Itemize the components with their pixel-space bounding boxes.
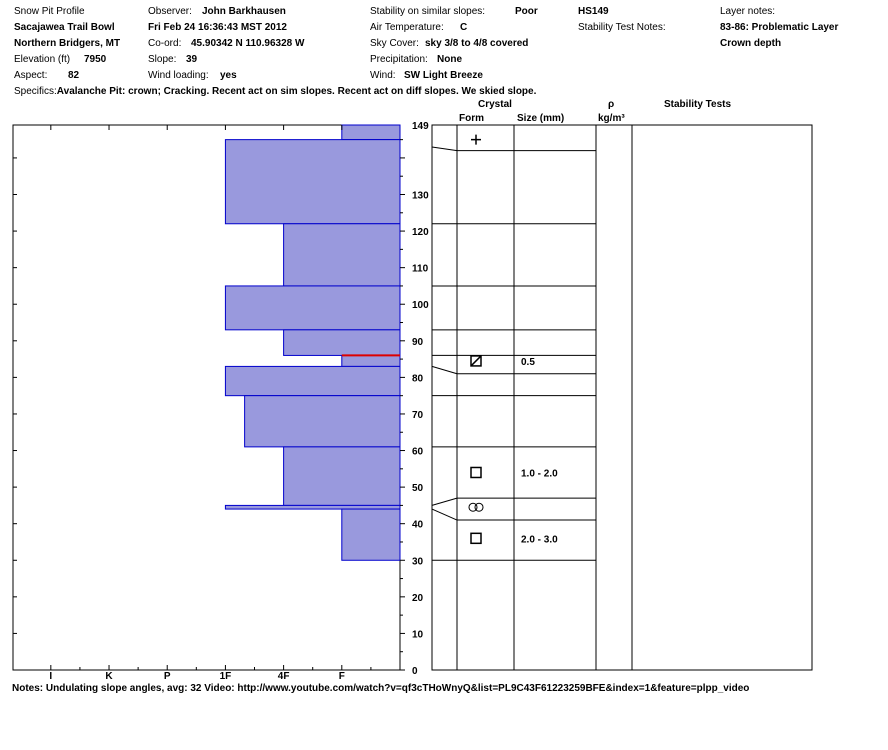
boundary-connector-5 (431, 365, 458, 375)
height-label-130: 130 (412, 190, 429, 201)
crystal-row-4: 2.0 - 3.0 (470, 532, 558, 545)
height-label-10: 10 (412, 629, 424, 640)
height-label-top: 149 (412, 121, 429, 132)
stability-tests-heading: Stability Tests (664, 99, 732, 110)
stability-value: Poor (515, 6, 538, 17)
crystal-size-label: 2.0 - 3.0 (521, 534, 558, 545)
crystal-square-icon (470, 466, 482, 479)
layer-note-2: Crown depth (720, 38, 782, 49)
hardness-layer-1 (224, 139, 401, 225)
crystal-square-icon (470, 355, 482, 367)
hardness-label-K: K (105, 671, 113, 682)
height-label-110: 110 (412, 264, 429, 275)
height-label-60: 60 (412, 447, 424, 458)
specifics-line: Specifics:Avalanche Pit: crown; Cracking… (14, 86, 536, 98)
layer-boundary-8 (431, 497, 596, 506)
crystal-size-label: 0.5 (521, 357, 535, 368)
density-unit-heading: kg/m³ (598, 113, 625, 124)
slope-label: Slope: (148, 54, 177, 65)
layer-boundary-5 (431, 365, 596, 375)
sky-label: Sky Cover: (370, 38, 419, 49)
air-temp-label: Air Temperature: (370, 22, 444, 33)
height-label-70: 70 (412, 410, 424, 421)
hardness-layer-0 (341, 124, 401, 141)
boundary-connector-8 (431, 497, 458, 506)
crystal-square-icon (470, 532, 482, 545)
sky-value: sky 3/8 to 4/8 covered (425, 38, 529, 49)
specifics-label: Specifics: (14, 86, 57, 97)
wind-value: SW Light Breeze (404, 70, 483, 81)
aspect-value: 82 (68, 70, 80, 81)
layer-boundary-9 (431, 508, 596, 521)
hs-value: HS149 (578, 6, 609, 17)
datetime-value: Fri Feb 24 16:36:43 MST 2012 (148, 22, 287, 33)
aspect-label: Aspect: (14, 70, 48, 81)
hardness-layer-5 (341, 354, 401, 367)
precip-value: None (437, 54, 462, 65)
observer-value: John Barkhausen (202, 6, 286, 17)
hardness-label-P: P (164, 671, 171, 682)
wind-loading-value: yes (220, 70, 237, 81)
wind-loading-label: Wind loading: (148, 70, 209, 81)
test-notes-label: Stability Test Notes: (578, 22, 666, 33)
hardness-layer-10 (341, 508, 401, 561)
precip-label: Precipitation: (370, 54, 428, 65)
size-heading: Size (mm) (517, 113, 565, 124)
form-heading: Form (459, 113, 484, 124)
coord-value: 45.90342 N 110.96328 W (191, 38, 305, 49)
hardness-layer-9 (224, 504, 401, 510)
height-label-0: 0 (412, 666, 418, 677)
elevation-value: 7950 (84, 54, 107, 65)
layer-note-1: 83-86: Problematic Layer (720, 22, 839, 33)
crystal-hatch-icon (470, 355, 482, 367)
coord-label: Co-ord: (148, 38, 182, 49)
stability-label: Stability on similar slopes: (370, 6, 486, 17)
crystal-row-3 (468, 502, 484, 512)
observer-label: Observer: (148, 6, 192, 17)
hardness-label-I: I (49, 671, 52, 682)
crystal-heading: Crystal (478, 99, 512, 110)
hardness-layer-7 (244, 395, 401, 448)
hardness-layer-2 (283, 223, 401, 287)
elevation-label: Elevation (ft) (14, 54, 71, 65)
hardness-layer-3 (224, 285, 401, 331)
layer-notes-label: Layer notes: (720, 6, 776, 17)
notes-line: Notes: Undulating slope angles, avg: 32 … (12, 683, 750, 694)
location-name: Sacajawea Trail Bowl (14, 22, 115, 33)
height-label-40: 40 (412, 520, 424, 531)
boundary-connector-0 (431, 146, 458, 152)
height-label-120: 120 (412, 227, 429, 238)
profile-table-frame (431, 124, 813, 671)
density-heading: ρ (608, 99, 615, 110)
height-label-50: 50 (412, 483, 424, 494)
hardness-layer-8 (283, 446, 401, 506)
air-temp-value: C (460, 22, 468, 33)
page-title: Snow Pit Profile (14, 6, 85, 17)
hardness-layer-6 (224, 365, 401, 397)
layer-boundary-0 (431, 146, 596, 152)
crystal-loop-icon-b (474, 502, 484, 512)
crystal-row-2: 1.0 - 2.0 (470, 466, 558, 479)
height-label-90: 90 (412, 337, 424, 348)
hardness-label-F: F (339, 671, 345, 682)
height-label-20: 20 (412, 593, 424, 604)
boundary-connector-9 (431, 508, 458, 521)
hardness-label-4F: 4F (278, 671, 290, 682)
crystal-row-0 (471, 134, 481, 145)
height-label-30: 30 (412, 556, 424, 567)
height-label-100: 100 (412, 300, 429, 311)
crystal-size-label: 1.0 - 2.0 (521, 468, 558, 479)
hardness-label-1F: 1F (220, 671, 232, 682)
height-label-80: 80 (412, 373, 424, 384)
crystal-loop-icon-a (468, 502, 478, 512)
region-name: Northern Bridgers, MT (14, 38, 121, 49)
specifics-value: Avalanche Pit: crown; Cracking. Recent a… (56, 86, 537, 97)
hardness-layer-4 (283, 329, 401, 356)
wind-label: Wind: (370, 70, 396, 81)
slope-value: 39 (186, 54, 198, 65)
crystal-row-1: 0.5 (470, 355, 535, 368)
